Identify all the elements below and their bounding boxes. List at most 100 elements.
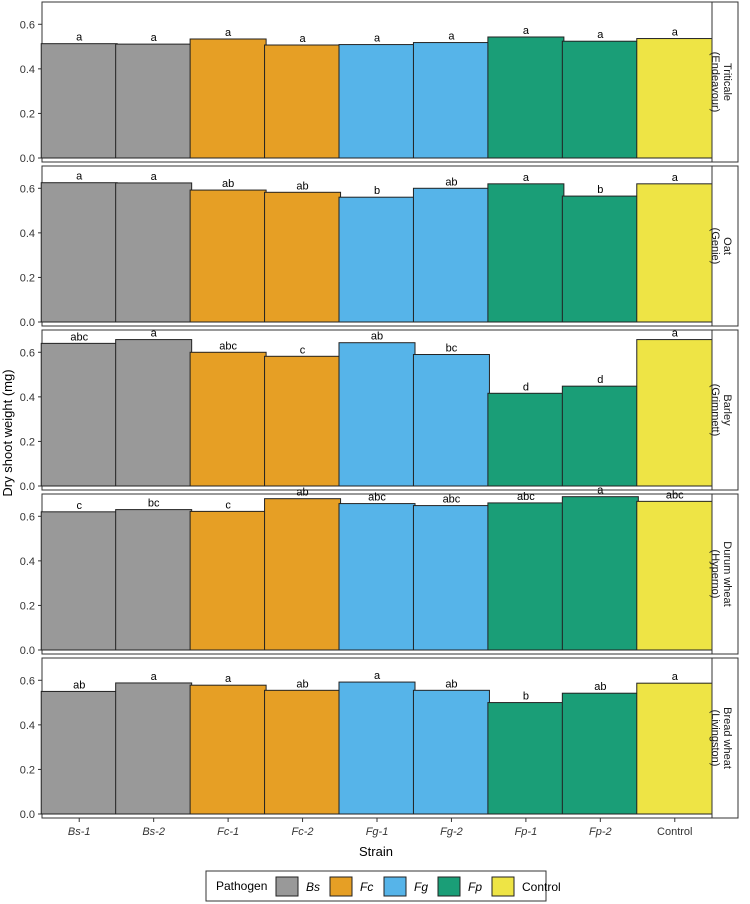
significance-letter: abc	[443, 494, 461, 506]
bar	[189, 189, 267, 323]
legend-key	[275, 876, 299, 897]
y-tick-label: 0.4	[20, 392, 35, 404]
significance-letter: ab	[296, 487, 308, 499]
legend-key	[491, 876, 515, 897]
significance-letter: a	[523, 25, 530, 37]
significance-letter: a	[225, 673, 232, 685]
significance-letter: a	[151, 671, 158, 683]
significance-letter: a	[672, 328, 679, 340]
y-tick-label: 0.2	[20, 272, 35, 284]
facet-strip	[711, 493, 739, 655]
significance-letter: abc	[666, 489, 684, 501]
significance-letter: a	[448, 31, 455, 43]
y-tick-label: 0.4	[20, 556, 35, 568]
bar	[40, 690, 118, 815]
legend: Pathogen Bs Fc Fg Fp Control	[205, 870, 561, 902]
bar	[40, 43, 118, 159]
x-tick-label: Bs-2	[142, 826, 165, 838]
x-tick-label: Fc-1	[217, 826, 239, 838]
bar	[115, 339, 193, 487]
y-tick-label: 0.2	[20, 764, 35, 776]
facet-panels: 0.0 0.2 0.4 0.6 a a a a a a a a a Triticale(Endeavour…	[20, 1, 739, 821]
significance-letter: a	[672, 172, 679, 184]
bar	[338, 196, 416, 323]
bar	[115, 43, 193, 159]
bar	[487, 183, 565, 323]
y-tick-label: 0.6	[20, 347, 35, 359]
bar	[636, 339, 714, 487]
legend-key	[437, 876, 461, 897]
bar	[189, 684, 267, 815]
legend-key	[329, 876, 353, 897]
significance-letter: ab	[594, 681, 606, 693]
x-tick-label: Fg-2	[440, 826, 463, 838]
significance-letter: bc	[446, 343, 458, 355]
bar	[487, 702, 565, 815]
bar	[487, 392, 565, 487]
facet-panel: 0.0 0.2 0.4 0.6 ab a a ab a ab b ab a Bread wheat(Liv…	[20, 657, 739, 821]
significance-letter: d	[523, 381, 529, 393]
significance-letter: a	[597, 485, 604, 497]
facet-label-line2: (Hyperno)	[709, 550, 721, 599]
significance-letter: abc	[219, 340, 237, 352]
legend-label: Fc	[360, 880, 373, 894]
facet-label-line1: Oat	[721, 237, 733, 255]
legend-label: Control	[522, 880, 561, 894]
significance-letter: b	[523, 691, 529, 703]
bar	[264, 191, 342, 323]
significance-letter: a	[523, 172, 530, 184]
facet-panel: 0.0 0.2 0.4 0.6 c bc c ab abc abc abc a abc Durum whe…	[20, 485, 739, 657]
y-tick-label: 0.4	[20, 228, 35, 240]
bar	[264, 498, 342, 651]
significance-letter: c	[76, 500, 82, 512]
facet-panel: 0.0 0.2 0.4 0.6 a a a a a a a a a Triticale(Endeavour…	[20, 1, 739, 165]
bar	[412, 689, 490, 815]
legend-label: Fg	[414, 880, 428, 894]
facet-label-line2: (Grimmett)	[709, 384, 721, 437]
bar	[412, 42, 490, 159]
significance-letter: a	[374, 670, 381, 682]
bar	[636, 183, 714, 323]
bar	[636, 682, 714, 815]
facet-label-line1: Bread wheat	[721, 707, 733, 769]
significance-letter: d	[597, 374, 603, 386]
significance-letter: b	[597, 184, 603, 196]
bar	[561, 496, 639, 651]
y-tick-label: 0.2	[20, 108, 35, 120]
facet-label-line1: Triticale	[721, 63, 733, 101]
bar	[40, 342, 118, 487]
bar	[338, 342, 416, 487]
bar	[115, 509, 193, 651]
x-tick-label: Fp-2	[589, 826, 612, 838]
significance-letter: a	[76, 32, 83, 44]
bar	[636, 500, 714, 651]
x-tick-label: Control	[657, 826, 692, 838]
x-tick-label: Fc-2	[292, 826, 314, 838]
significance-letter: c	[225, 499, 231, 511]
y-tick-label: 0.2	[20, 436, 35, 448]
y-tick-label: 0.0	[20, 153, 35, 165]
bar	[115, 182, 193, 323]
facet-label-line1: Durum wheat	[721, 541, 733, 606]
legend-box	[205, 870, 547, 902]
bar	[40, 511, 118, 651]
y-tick-label: 0.2	[20, 600, 35, 612]
y-tick-label: 0.0	[20, 481, 35, 493]
significance-letter: a	[597, 29, 604, 41]
y-tick-label: 0.4	[20, 720, 35, 732]
facet-label-line2: (Endeavour)	[709, 52, 721, 113]
facet-label-line2: (Genie)	[709, 228, 721, 265]
bar	[636, 38, 714, 159]
bar	[561, 40, 639, 159]
significance-letter: a	[151, 328, 158, 340]
facet-strip	[711, 657, 739, 819]
significance-letter: c	[300, 344, 306, 356]
significance-letter: a	[151, 171, 158, 183]
x-tick-label: Bs-1	[68, 826, 91, 838]
bar	[115, 682, 193, 815]
significance-letter: ab	[296, 180, 308, 192]
significance-letter: a	[374, 33, 381, 45]
significance-letter: a	[76, 171, 83, 183]
significance-letter: ab	[296, 678, 308, 690]
